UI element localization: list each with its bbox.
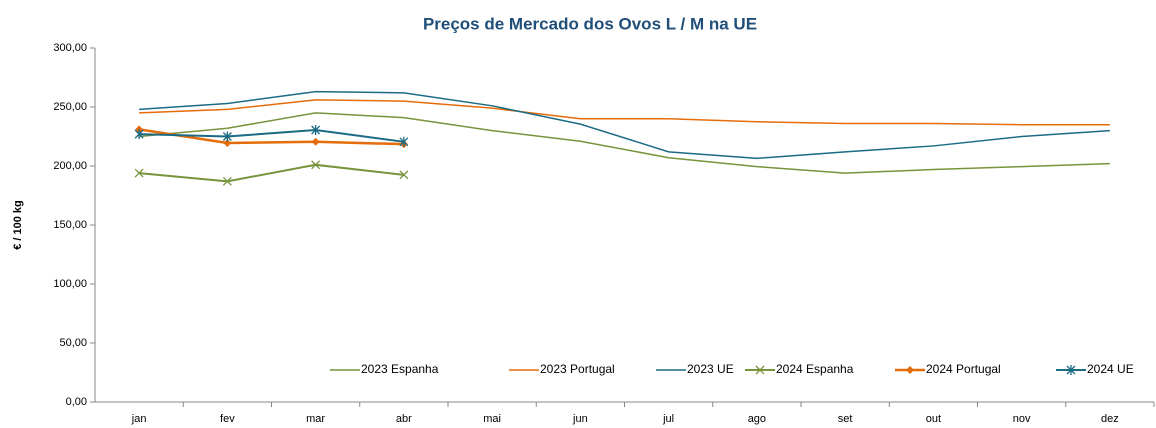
marker-shape	[223, 138, 232, 147]
marker	[222, 176, 232, 186]
legend-item: 2024 Espanha	[745, 362, 854, 376]
marker-shape	[222, 131, 232, 142]
series-line	[139, 112, 1110, 174]
marker	[311, 160, 321, 170]
marker-shape	[399, 170, 409, 180]
series-line	[139, 163, 404, 183]
marker-shape	[134, 129, 144, 140]
chart-title: Preços de Mercado dos Ovos L / M na UE	[423, 14, 757, 33]
legend-label: 2023 Portugal	[540, 362, 615, 376]
x-tick-label: jun	[572, 413, 588, 425]
x-tick-label: jan	[131, 413, 147, 425]
x-tick-label: set	[838, 413, 853, 425]
legend-item: 2024 Portugal	[895, 362, 1001, 376]
x-tick-label: dez	[1101, 413, 1119, 425]
marker	[906, 366, 914, 374]
y-tick-label: 100,00	[53, 278, 87, 290]
y-tick-label: 0,00	[66, 396, 87, 408]
x-tick-label: mar	[306, 413, 325, 425]
marker	[134, 129, 144, 140]
marker-shape	[134, 168, 144, 178]
marker-shape	[311, 137, 320, 146]
legend-label: 2024 Espanha	[776, 362, 854, 376]
y-tick-label: 200,00	[53, 160, 87, 172]
legend-item: 2023 Portugal	[509, 362, 615, 376]
marker	[311, 137, 320, 146]
marker-shape	[222, 176, 232, 186]
legend-item: 2024 UE	[1056, 362, 1134, 376]
y-axis-label: € / 100 kg	[12, 200, 24, 250]
marker	[223, 138, 232, 147]
x-tick-label: fev	[220, 413, 235, 425]
x-tick-label: out	[926, 413, 941, 425]
legend-label: 2023 Espanha	[361, 362, 439, 376]
marker-shape	[399, 136, 409, 147]
marker	[311, 125, 321, 136]
marker-shape	[755, 365, 765, 375]
x-tick-label: jul	[662, 413, 674, 425]
marker	[399, 136, 409, 147]
marker	[222, 131, 232, 142]
legend-label: 2024 UE	[1087, 362, 1134, 376]
x-tick-label: nov	[1013, 413, 1031, 425]
marker	[1066, 365, 1076, 375]
series-line	[139, 129, 405, 143]
legend-label: 2023 UE	[687, 362, 734, 376]
x-tick-label: ago	[748, 413, 766, 425]
legend-item: 2023 UE	[656, 362, 734, 376]
series-line	[139, 99, 1110, 126]
marker-shape	[1066, 365, 1076, 375]
x-tick-label: abr	[396, 413, 412, 425]
marker-shape	[311, 160, 321, 170]
series-line	[139, 90, 1110, 160]
marker	[134, 168, 144, 178]
x-tick-label: mai	[483, 413, 501, 425]
marker	[399, 170, 409, 180]
marker	[755, 365, 765, 375]
y-tick-label: 50,00	[59, 337, 87, 349]
y-tick-label: 300,00	[53, 42, 87, 54]
marker-shape	[906, 366, 914, 374]
y-tick-label: 250,00	[53, 101, 87, 113]
marker-shape	[311, 125, 321, 136]
legend-label: 2024 Portugal	[926, 362, 1001, 376]
y-tick-label: 150,00	[53, 219, 87, 231]
legend-item: 2023 Espanha	[330, 362, 439, 376]
